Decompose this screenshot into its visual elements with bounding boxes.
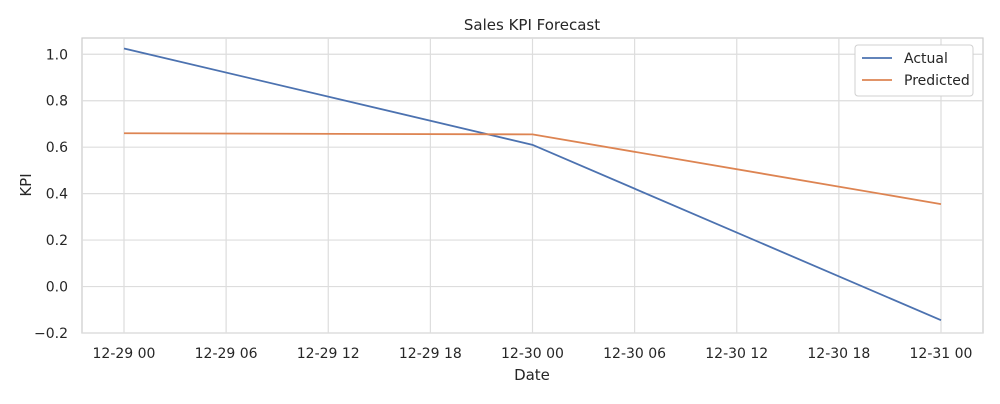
series-lines xyxy=(123,47,942,322)
legend: Actual Predicted xyxy=(854,44,974,97)
y-tick-label: 0.6 xyxy=(46,140,68,156)
series-line-actual xyxy=(123,47,942,322)
x-tick-label: 12-30 18 xyxy=(807,346,870,362)
x-tick-labels: 12-29 00 12-29 06 12-29 12 12-29 18 12-3… xyxy=(93,346,973,362)
x-axis-label: Date xyxy=(514,366,550,384)
y-tick-label: −0.2 xyxy=(34,326,68,342)
legend-label-actual: Actual xyxy=(904,51,948,67)
y-tick-label: 0.2 xyxy=(46,233,68,249)
x-tick-label: 12-31 00 xyxy=(910,346,973,362)
y-tick-label: 1.0 xyxy=(46,47,68,63)
chart-title: Sales KPI Forecast xyxy=(464,16,600,34)
y-tick-label: 0.8 xyxy=(46,94,68,110)
x-tick-label: 12-29 00 xyxy=(93,346,156,362)
legend-label-predicted: Predicted xyxy=(904,73,970,89)
y-gridlines xyxy=(82,53,983,334)
y-axis-label: KPI xyxy=(17,173,35,196)
y-tick-label: 0.4 xyxy=(46,187,68,203)
series-line-predicted xyxy=(123,132,942,205)
x-tick-label: 12-30 00 xyxy=(501,346,564,362)
x-tick-label: 12-29 12 xyxy=(297,346,360,362)
x-tick-label: 12-29 06 xyxy=(195,346,258,362)
x-tick-label: 12-30 12 xyxy=(705,346,768,362)
y-tick-labels: 1.0 0.8 0.6 0.4 0.2 0.0 −0.2 xyxy=(34,47,68,342)
x-tick-label: 12-30 06 xyxy=(603,346,666,362)
x-tick-label: 12-29 18 xyxy=(399,346,462,362)
y-tick-label: 0.0 xyxy=(46,280,68,296)
